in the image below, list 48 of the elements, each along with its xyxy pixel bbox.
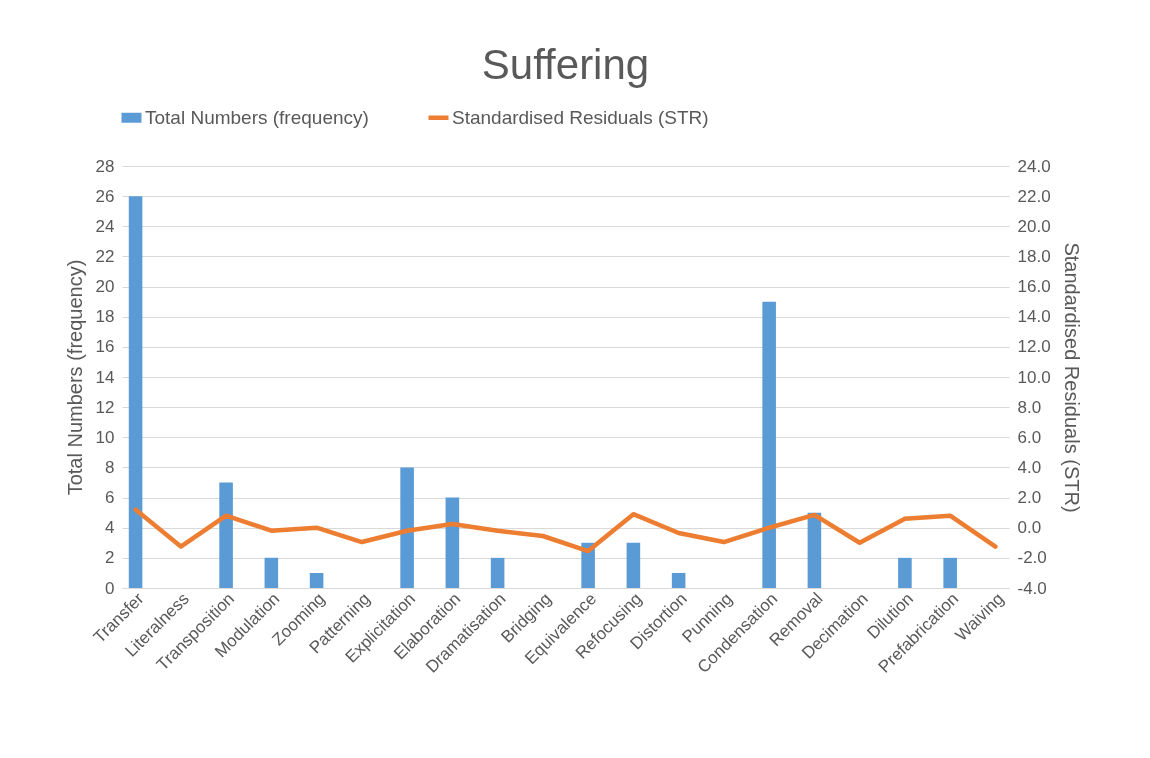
- bar: [671, 572, 686, 588]
- bar: [264, 557, 279, 588]
- y-tick-label: 18: [95, 307, 115, 327]
- y2-tick-label: 2.0: [1017, 488, 1042, 508]
- bar: [626, 542, 641, 588]
- y-tick-label: 20: [95, 277, 115, 297]
- y-tick-label: 8: [105, 457, 115, 477]
- bar: [400, 467, 414, 588]
- y-tick-label: 16: [95, 337, 115, 357]
- y-tick-label: 24: [95, 216, 115, 236]
- legend-label: Standardised Residuals (STR): [452, 106, 709, 128]
- legend-label: Total Numbers (frequency): [145, 106, 369, 128]
- y2-tick-label: 22.0: [1017, 186, 1051, 206]
- y2-tick-label: 6.0: [1017, 427, 1042, 447]
- bar: [445, 497, 460, 588]
- y2-tick-label: 8.0: [1017, 397, 1042, 417]
- y-tick-label: 6: [105, 488, 115, 508]
- y-tick-label: 26: [95, 186, 115, 206]
- bar: [128, 196, 143, 588]
- y2-tick-label: -2.0: [1017, 548, 1047, 568]
- bar: [219, 482, 233, 588]
- y2-tick-label: 14.0: [1017, 307, 1051, 327]
- y2-tick-label: 18.0: [1017, 246, 1051, 266]
- y-axis-title: Total Numbers (frequency): [63, 259, 86, 496]
- y2-tick-label: 16.0: [1017, 277, 1051, 297]
- chart-title: Suffering: [481, 41, 650, 88]
- y2-tick-label: 24.0: [1017, 156, 1051, 176]
- y-tick-label: 28: [95, 156, 115, 176]
- y2-tick-label: 4.0: [1017, 457, 1042, 477]
- y-tick-label: 10: [95, 427, 115, 447]
- y2-tick-label: 12.0: [1017, 337, 1051, 357]
- y-tick-label: 0: [105, 578, 115, 598]
- bar: [762, 301, 776, 588]
- y-tick-label: 4: [105, 518, 115, 538]
- y-tick-label: 22: [95, 246, 115, 266]
- bar: [309, 572, 324, 588]
- line-series: [133, 507, 998, 554]
- y-tick-label: 14: [95, 367, 115, 387]
- bar: [898, 557, 912, 588]
- bar: [943, 557, 957, 588]
- y2-axis-title: Standardised Residuals (STR): [1060, 242, 1083, 513]
- y2-tick-label: 20.0: [1017, 216, 1051, 236]
- y-tick-label: 2: [105, 548, 115, 568]
- bar: [490, 557, 505, 588]
- y2-tick-label: -4.0: [1017, 578, 1047, 598]
- y2-tick-label: 0.0: [1017, 518, 1042, 538]
- y-tick-label: 12: [95, 397, 115, 417]
- y2-tick-label: 10.0: [1017, 367, 1051, 387]
